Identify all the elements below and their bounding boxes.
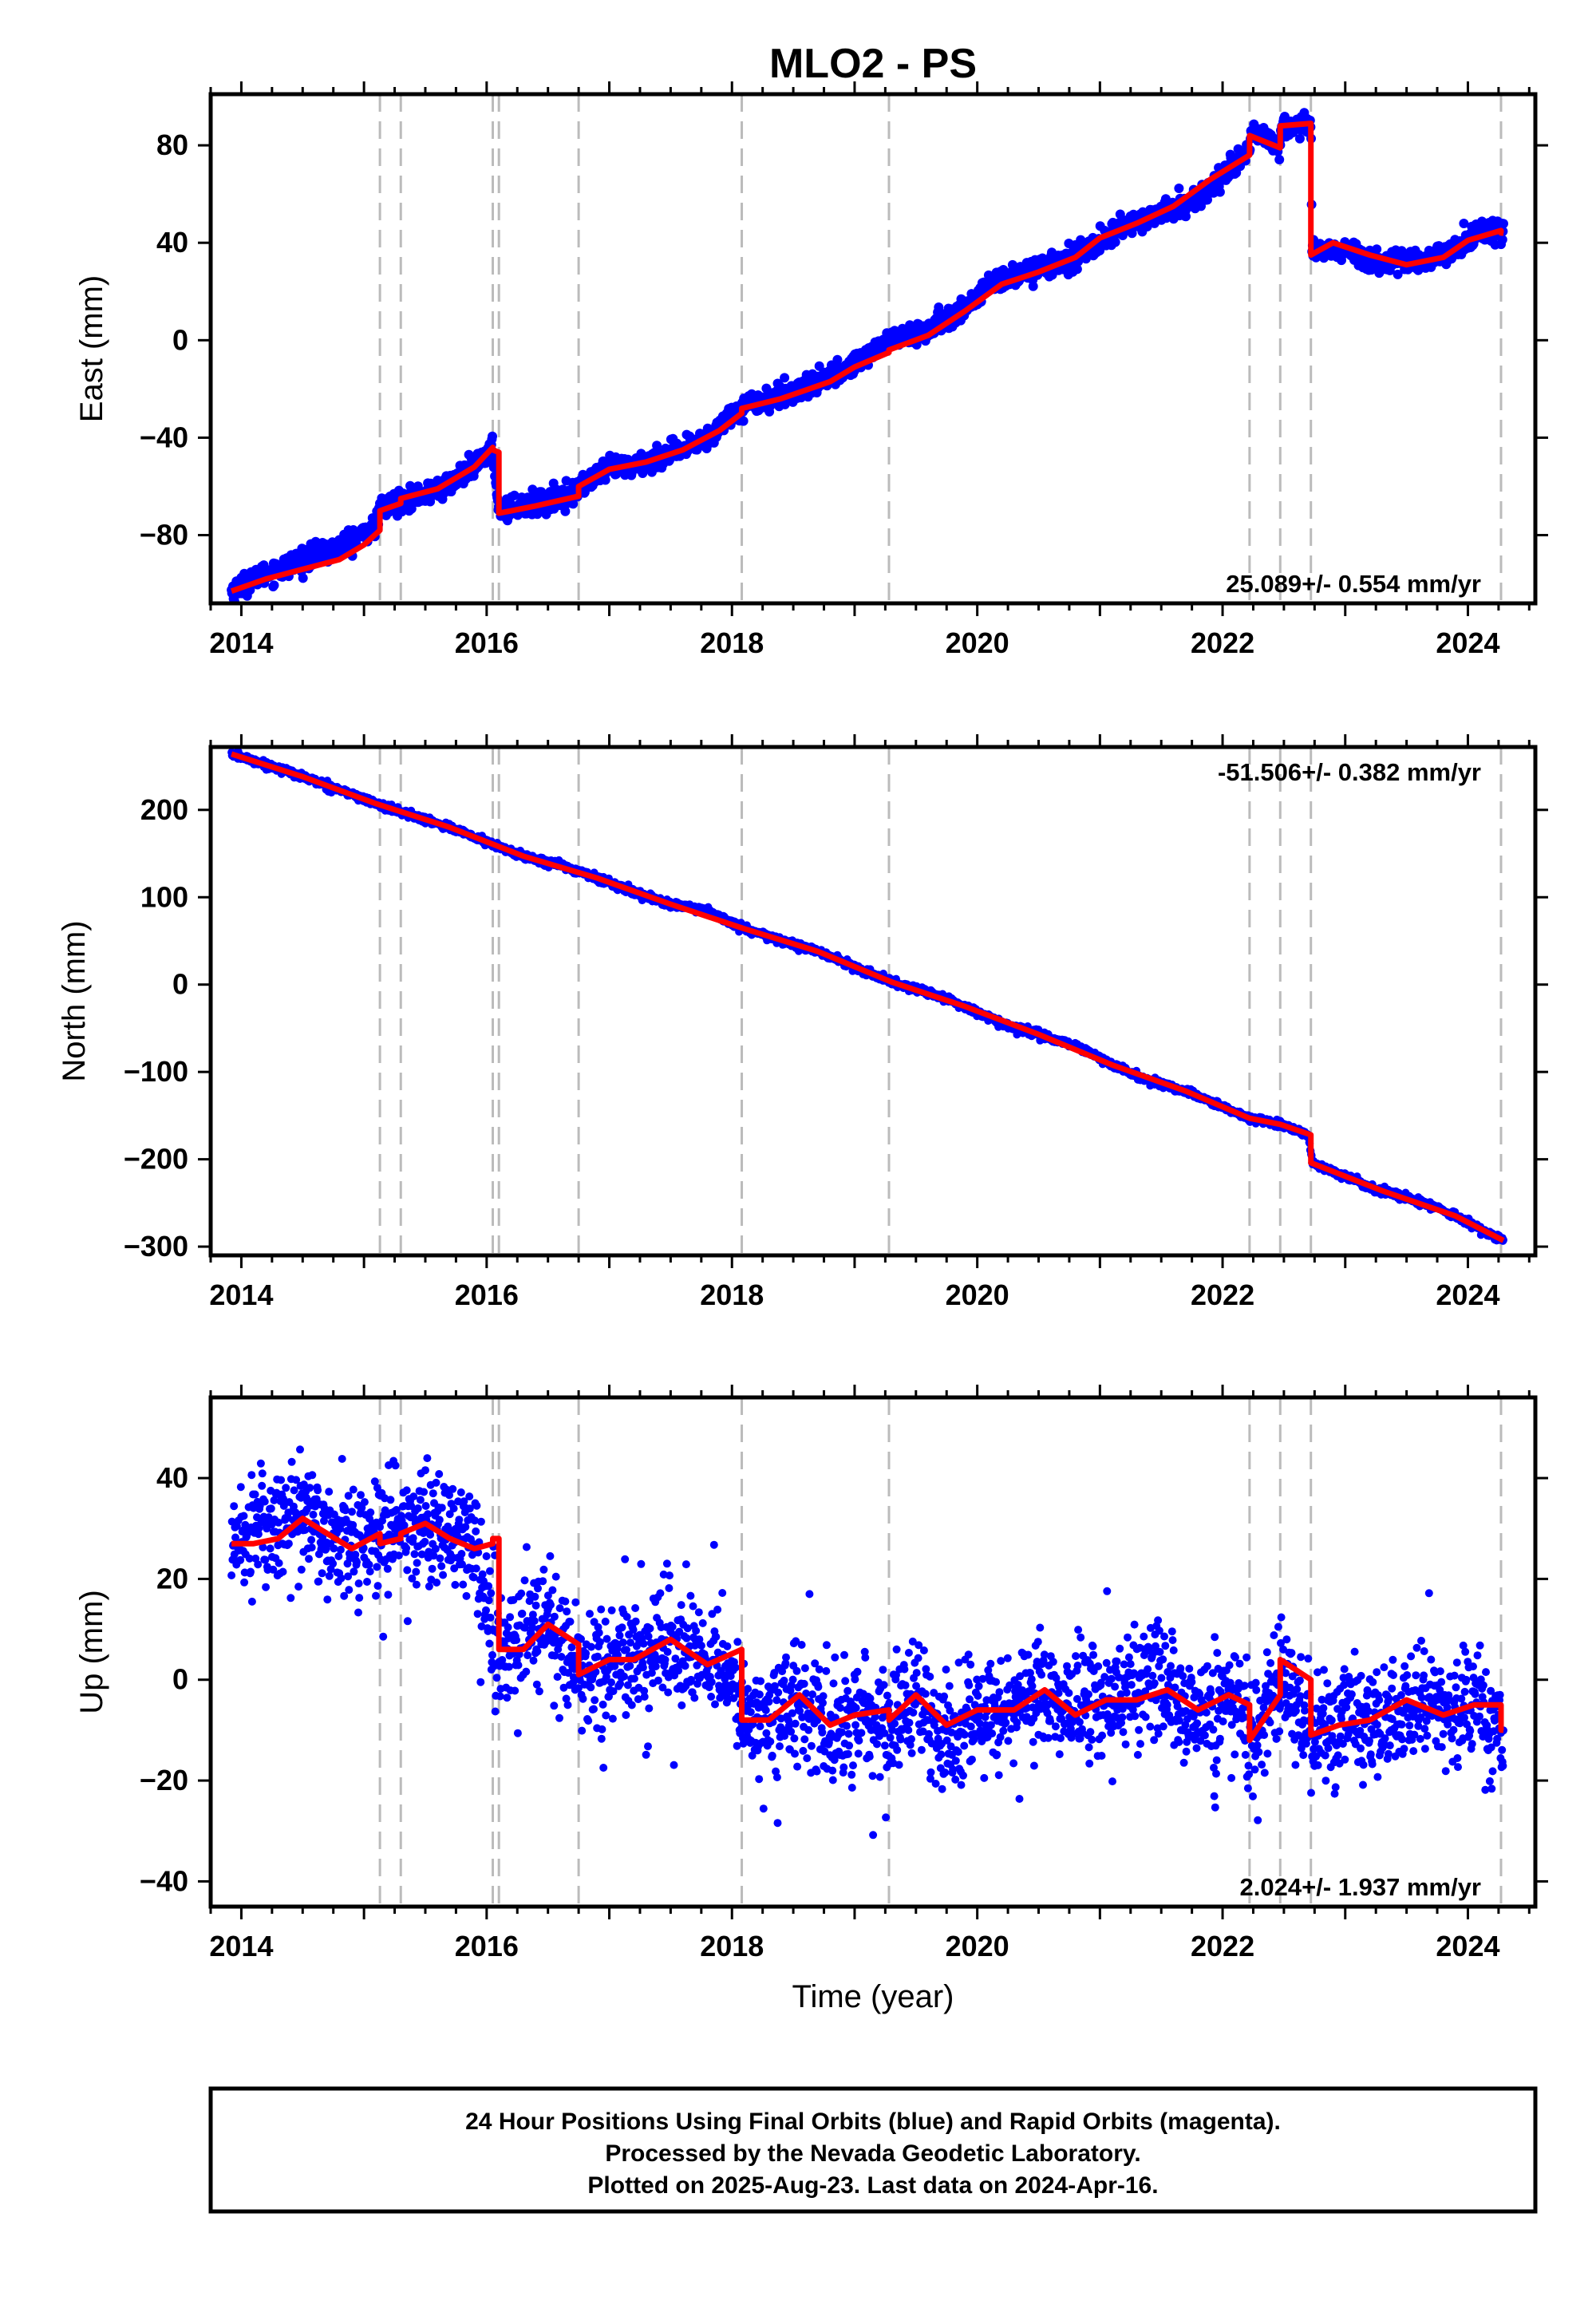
figure-title: MLO2 - PS — [769, 41, 977, 87]
x-tick-label: 2014 — [209, 626, 273, 659]
east-event-lines — [378, 94, 1503, 603]
data-point — [269, 580, 279, 591]
data-point — [1174, 184, 1184, 193]
data-point — [1110, 237, 1120, 247]
east-velocity-label: 25.089+/- 0.554 mm/yr — [1226, 570, 1481, 598]
data-point — [1294, 133, 1305, 144]
y-tick-label: −40 — [140, 421, 188, 453]
north-panel: 2014 2016 2018 2020 2022 2024−300−200−1000100… — [57, 734, 1548, 1311]
data-point — [1028, 281, 1038, 291]
data-point — [488, 431, 497, 441]
data-point — [1215, 187, 1225, 197]
data-point — [298, 573, 308, 583]
data-point — [832, 354, 843, 365]
data-point — [1372, 244, 1382, 255]
data-point — [1274, 155, 1285, 164]
data-point — [738, 416, 749, 426]
east-y-axis-title: East (mm) — [74, 275, 109, 422]
data-point — [1459, 219, 1469, 228]
data-point — [1072, 264, 1082, 275]
y-tick-label: −80 — [140, 519, 188, 551]
east-frame — [208, 92, 1538, 606]
data-point — [568, 499, 579, 509]
x-tick-label: 2022 — [1191, 626, 1254, 659]
north-daily-positions — [227, 747, 1507, 1245]
y-tick-label: 0 — [172, 323, 188, 356]
x-tick-label: 2024 — [1436, 626, 1499, 659]
x-tick-label: 2018 — [700, 626, 764, 659]
x-tick-label: 2020 — [946, 626, 1009, 659]
east-ticks — [198, 81, 1548, 616]
data-point — [1142, 222, 1152, 231]
data-point — [527, 484, 538, 495]
data-point — [1497, 235, 1507, 245]
data-point — [1393, 269, 1403, 279]
east-model-line — [230, 121, 1504, 595]
east-daily-positions — [227, 108, 1508, 603]
data-point — [780, 373, 790, 383]
data-point — [1499, 219, 1508, 229]
y-tick-label: 80 — [156, 128, 188, 161]
data-point — [1181, 211, 1191, 222]
y-tick-label: 40 — [156, 226, 188, 259]
x-tick-label: 2016 — [455, 626, 519, 659]
east-panel: 2014 2016 2018 2020 2022 2024 −80 −40 0 40 80 East … — [74, 81, 1548, 659]
data-point — [560, 506, 571, 516]
data-point — [509, 490, 519, 500]
north-event-lines — [378, 747, 1503, 1255]
data-point — [406, 504, 417, 514]
